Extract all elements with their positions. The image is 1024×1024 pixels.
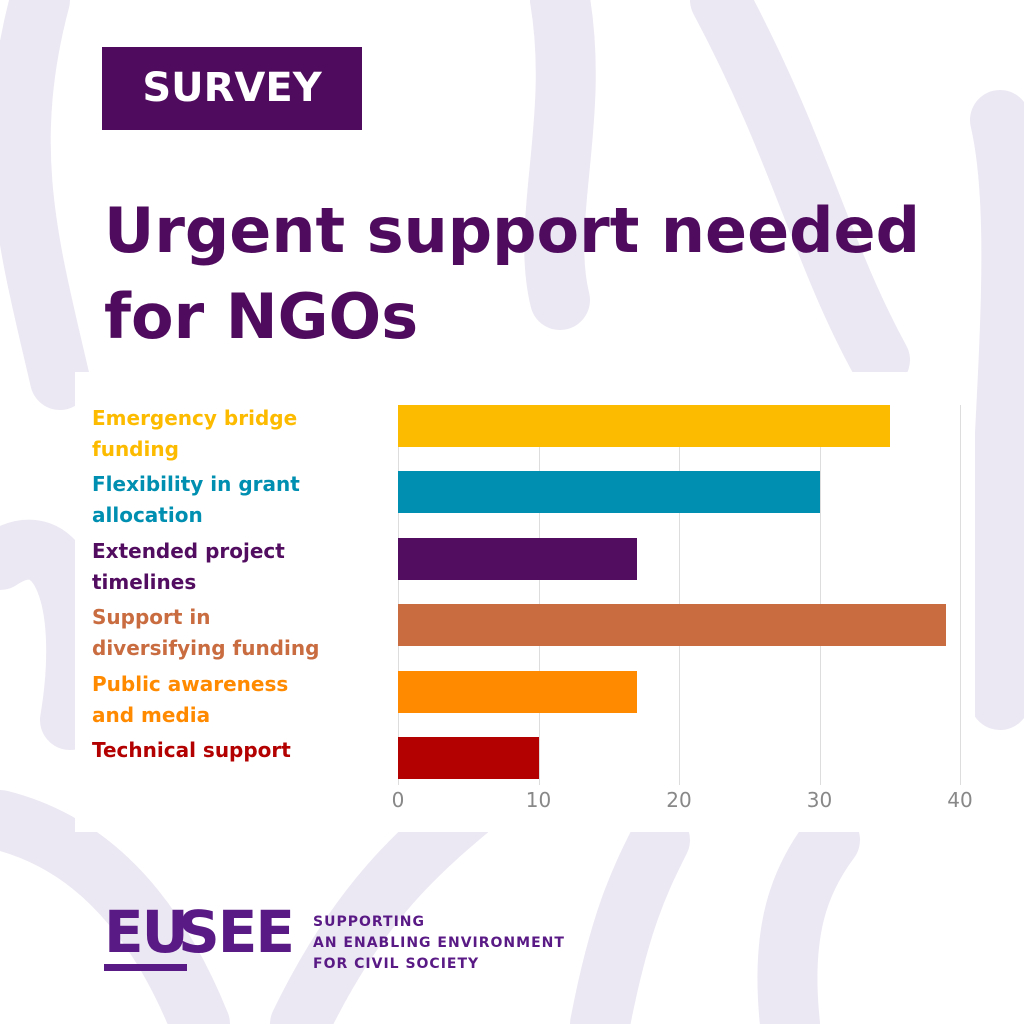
bar xyxy=(398,670,637,713)
y-tick-label: Technical support xyxy=(92,738,291,762)
y-tick-label: Emergency bridge funding xyxy=(92,406,298,461)
chart-title: Urgent support needed for NGOs xyxy=(104,194,920,353)
y-tick-label: Support in diversifying funding xyxy=(92,605,320,661)
tagline: SUPPORTING xyxy=(313,914,425,930)
logo-text: EU xyxy=(104,900,189,971)
bar xyxy=(398,471,820,514)
grid-line xyxy=(679,405,680,785)
bar xyxy=(398,604,946,647)
y-tick-label: Extended project timelines xyxy=(92,538,285,594)
grid-line xyxy=(398,405,399,785)
x-tick-label: 0 xyxy=(391,788,405,812)
x-tick-label: 40 xyxy=(947,788,973,812)
y-tick-label: Flexibility in grant allocation xyxy=(92,472,300,528)
tagline: AN ENABLING ENVIRONMENT xyxy=(313,935,565,951)
x-tick-label: 10 xyxy=(525,788,552,812)
bar xyxy=(398,737,539,779)
bar xyxy=(398,405,890,447)
badge: SURVEY xyxy=(102,47,362,130)
x-tick-label: 20 xyxy=(666,788,692,812)
x-tick-label: 30 xyxy=(806,788,833,812)
y-tick-label: Public awareness and media xyxy=(92,671,289,727)
tagline: FOR CIVIL SOCIETY xyxy=(313,956,480,972)
bar xyxy=(398,537,637,580)
grid-line xyxy=(819,405,821,785)
grid-line xyxy=(538,405,540,785)
logo-text: SEE xyxy=(178,898,295,966)
grid-line xyxy=(960,405,961,785)
